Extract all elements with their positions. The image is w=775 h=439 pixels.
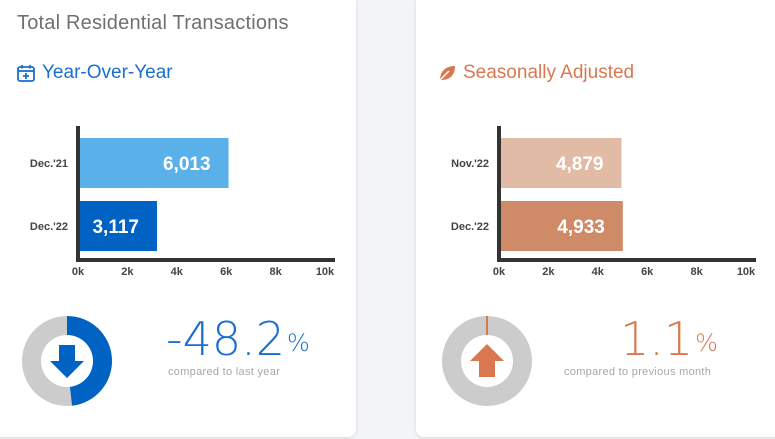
seasonal-category-label: Dec.'22 (451, 221, 489, 233)
arrow-up-icon (470, 344, 504, 377)
seasonal-value-label: 4,879 (556, 154, 604, 175)
seasonal-note: compared to previous month (564, 366, 712, 378)
yoy-percent-sign: % (287, 329, 310, 357)
yoy-note: compared to last year (168, 366, 281, 378)
seasonal-tick-label: 10k (737, 266, 756, 278)
seasonal-bar (501, 138, 622, 188)
yoy-section-header: Year-Over-Year (16, 61, 173, 85)
seasonal-tick-label: 6k (641, 266, 654, 278)
yoy-bar (80, 201, 157, 251)
seasonal-donut (442, 316, 532, 406)
yoy-value-label: 3,117 (92, 217, 139, 238)
yoy-chart-svg: Dec.'21 6,013 Dec.'22 3,117 0k 2k 4k 6k 8k 10k (30, 126, 335, 278)
seasonal-label: Seasonally Adjusted (463, 62, 635, 83)
seasonal-chart-svg: Nov.'22 4,879 Dec.'22 4,933 0k 2k 4k 6k 8k 10k (451, 126, 756, 278)
leaf-icon (437, 63, 457, 83)
yoy-tick-label: 10k (316, 266, 335, 278)
yoy-percent: -48.2% (166, 314, 310, 364)
calendar-plus-icon (16, 63, 36, 83)
seasonal-category-label: Nov.'22 (451, 158, 489, 170)
yoy-tick-label: 6k (220, 266, 233, 278)
yoy-bar-chart: Dec.'21 6,013 Dec.'22 3,117 0k 2k 4k 6k 8k 10k (20, 118, 335, 288)
yoy-tick-label: 2k (121, 266, 134, 278)
seasonal-percent: 1.1% (620, 314, 718, 364)
yoy-percent-number: -48.2 (166, 312, 286, 366)
yoy-tick-label: 0k (72, 266, 85, 278)
seasonal-tick-label: 8k (690, 266, 703, 278)
yoy-value-label: 6,013 (163, 154, 211, 175)
yoy-category-label: Dec.'21 (30, 158, 68, 170)
yoy-tick-label: 4k (171, 266, 184, 278)
seasonal-section-header: Seasonally Adjusted (437, 61, 634, 85)
yoy-donut (22, 316, 112, 406)
seasonal-bar-chart: Nov.'22 4,879 Dec.'22 4,933 0k 2k 4k 6k 8k 10k (441, 118, 756, 288)
yoy-bar (80, 138, 229, 188)
seasonal-value-label: 4,933 (557, 217, 605, 238)
yoy-donut-svg (22, 316, 112, 406)
page-title: Total Residential Transactions (17, 12, 289, 34)
seasonal-percent-number: 1.1 (620, 312, 694, 366)
yoy-label: Year-Over-Year (42, 62, 173, 83)
seasonal-tick-label: 2k (542, 266, 555, 278)
seasonal-tick-label: 0k (493, 266, 506, 278)
seasonal-bar (501, 201, 623, 251)
arrow-down-icon (50, 345, 84, 378)
seasonal-donut-svg (442, 316, 532, 406)
yoy-tick-label: 8k (269, 266, 282, 278)
seasonal-tick-label: 4k (592, 266, 605, 278)
yoy-category-label: Dec.'22 (30, 221, 68, 233)
seasonal-percent-sign: % (695, 329, 718, 357)
